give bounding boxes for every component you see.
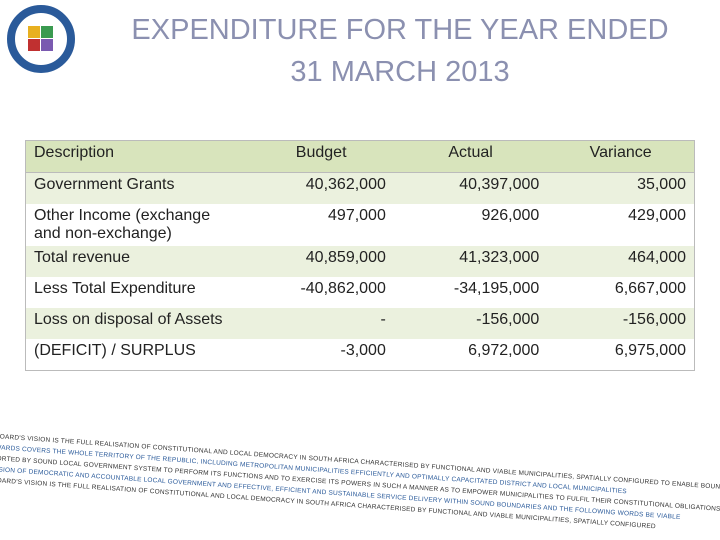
- table-cell: 40,397,000: [393, 172, 548, 204]
- logo-tile: [28, 26, 40, 38]
- table-cell: Government Grants: [25, 172, 249, 204]
- table-cell: Less Total Expenditure: [25, 277, 249, 308]
- table-cell: 464,000: [547, 246, 696, 277]
- table: Description Budget Actual Variance Governmen…: [25, 140, 696, 371]
- table-cell: 6,975,000: [547, 339, 696, 371]
- table-cell: 41,323,000: [393, 246, 548, 277]
- table-row: Less Total Expenditure -40,862,000 -34,195…: [25, 277, 696, 308]
- title-line: 31 MARCH 2013: [290, 56, 510, 88]
- logo-tile: [41, 26, 53, 38]
- table-cell: -34,195,000: [453, 280, 540, 297]
- footer-text: THE BOARD'S VISION IS THE FULL REALISATI…: [0, 430, 720, 540]
- logo-tile: [41, 39, 53, 51]
- logo-tile: [28, 39, 40, 51]
- table-cell: -40,862,000: [300, 280, 386, 297]
- table-cell: Total revenue: [25, 246, 249, 277]
- table-row: Government Grants 40,362,000 40,397,000 35,…: [25, 172, 696, 204]
- header-row: Description Budget Actual Variance: [25, 140, 696, 173]
- table-row: Total revenue 40,859,000 41,323,000 464,000: [25, 246, 696, 277]
- header-cell: Description: [25, 140, 249, 173]
- table-cell: (DEFICIT) / SURPLUS: [25, 339, 249, 371]
- header-cell: Actual: [393, 140, 548, 173]
- table-row: Other Income (exchange and non-exchange)…: [25, 204, 696, 246]
- table-cell: -156,000: [393, 308, 548, 339]
- table-cell: 35,000: [547, 172, 696, 204]
- table-cell: 40,859,000: [248, 246, 394, 277]
- table-cell: 926,000: [481, 207, 540, 224]
- title-line: EXPENDITURE FOR THE YEAR ENDED: [131, 14, 669, 46]
- table-cell: -3,000: [248, 339, 394, 371]
- table-row: Loss on disposal of Assets - -156,000 -156,…: [25, 308, 696, 339]
- logo: [7, 5, 75, 73]
- table-cell: 497,000: [328, 207, 386, 224]
- table-cell: 429,000: [547, 204, 696, 246]
- table-cell: -156,000: [547, 308, 696, 339]
- table-cell: Loss on disposal of Assets: [25, 308, 249, 339]
- table-row: (DEFICIT) / SURPLUS -3,000 6,972,000 6,975,…: [25, 339, 696, 371]
- header-cell: Variance: [547, 140, 696, 173]
- table-cell: 6,972,000: [393, 339, 548, 371]
- table-cell: -: [248, 308, 394, 339]
- logo-ring: [7, 5, 75, 73]
- table-cell: Other Income (exchange and non-exchange): [25, 204, 249, 246]
- table-cell: 40,362,000: [248, 172, 394, 204]
- table-cell: 6,667,000: [547, 277, 696, 308]
- header-cell: Budget: [248, 140, 394, 173]
